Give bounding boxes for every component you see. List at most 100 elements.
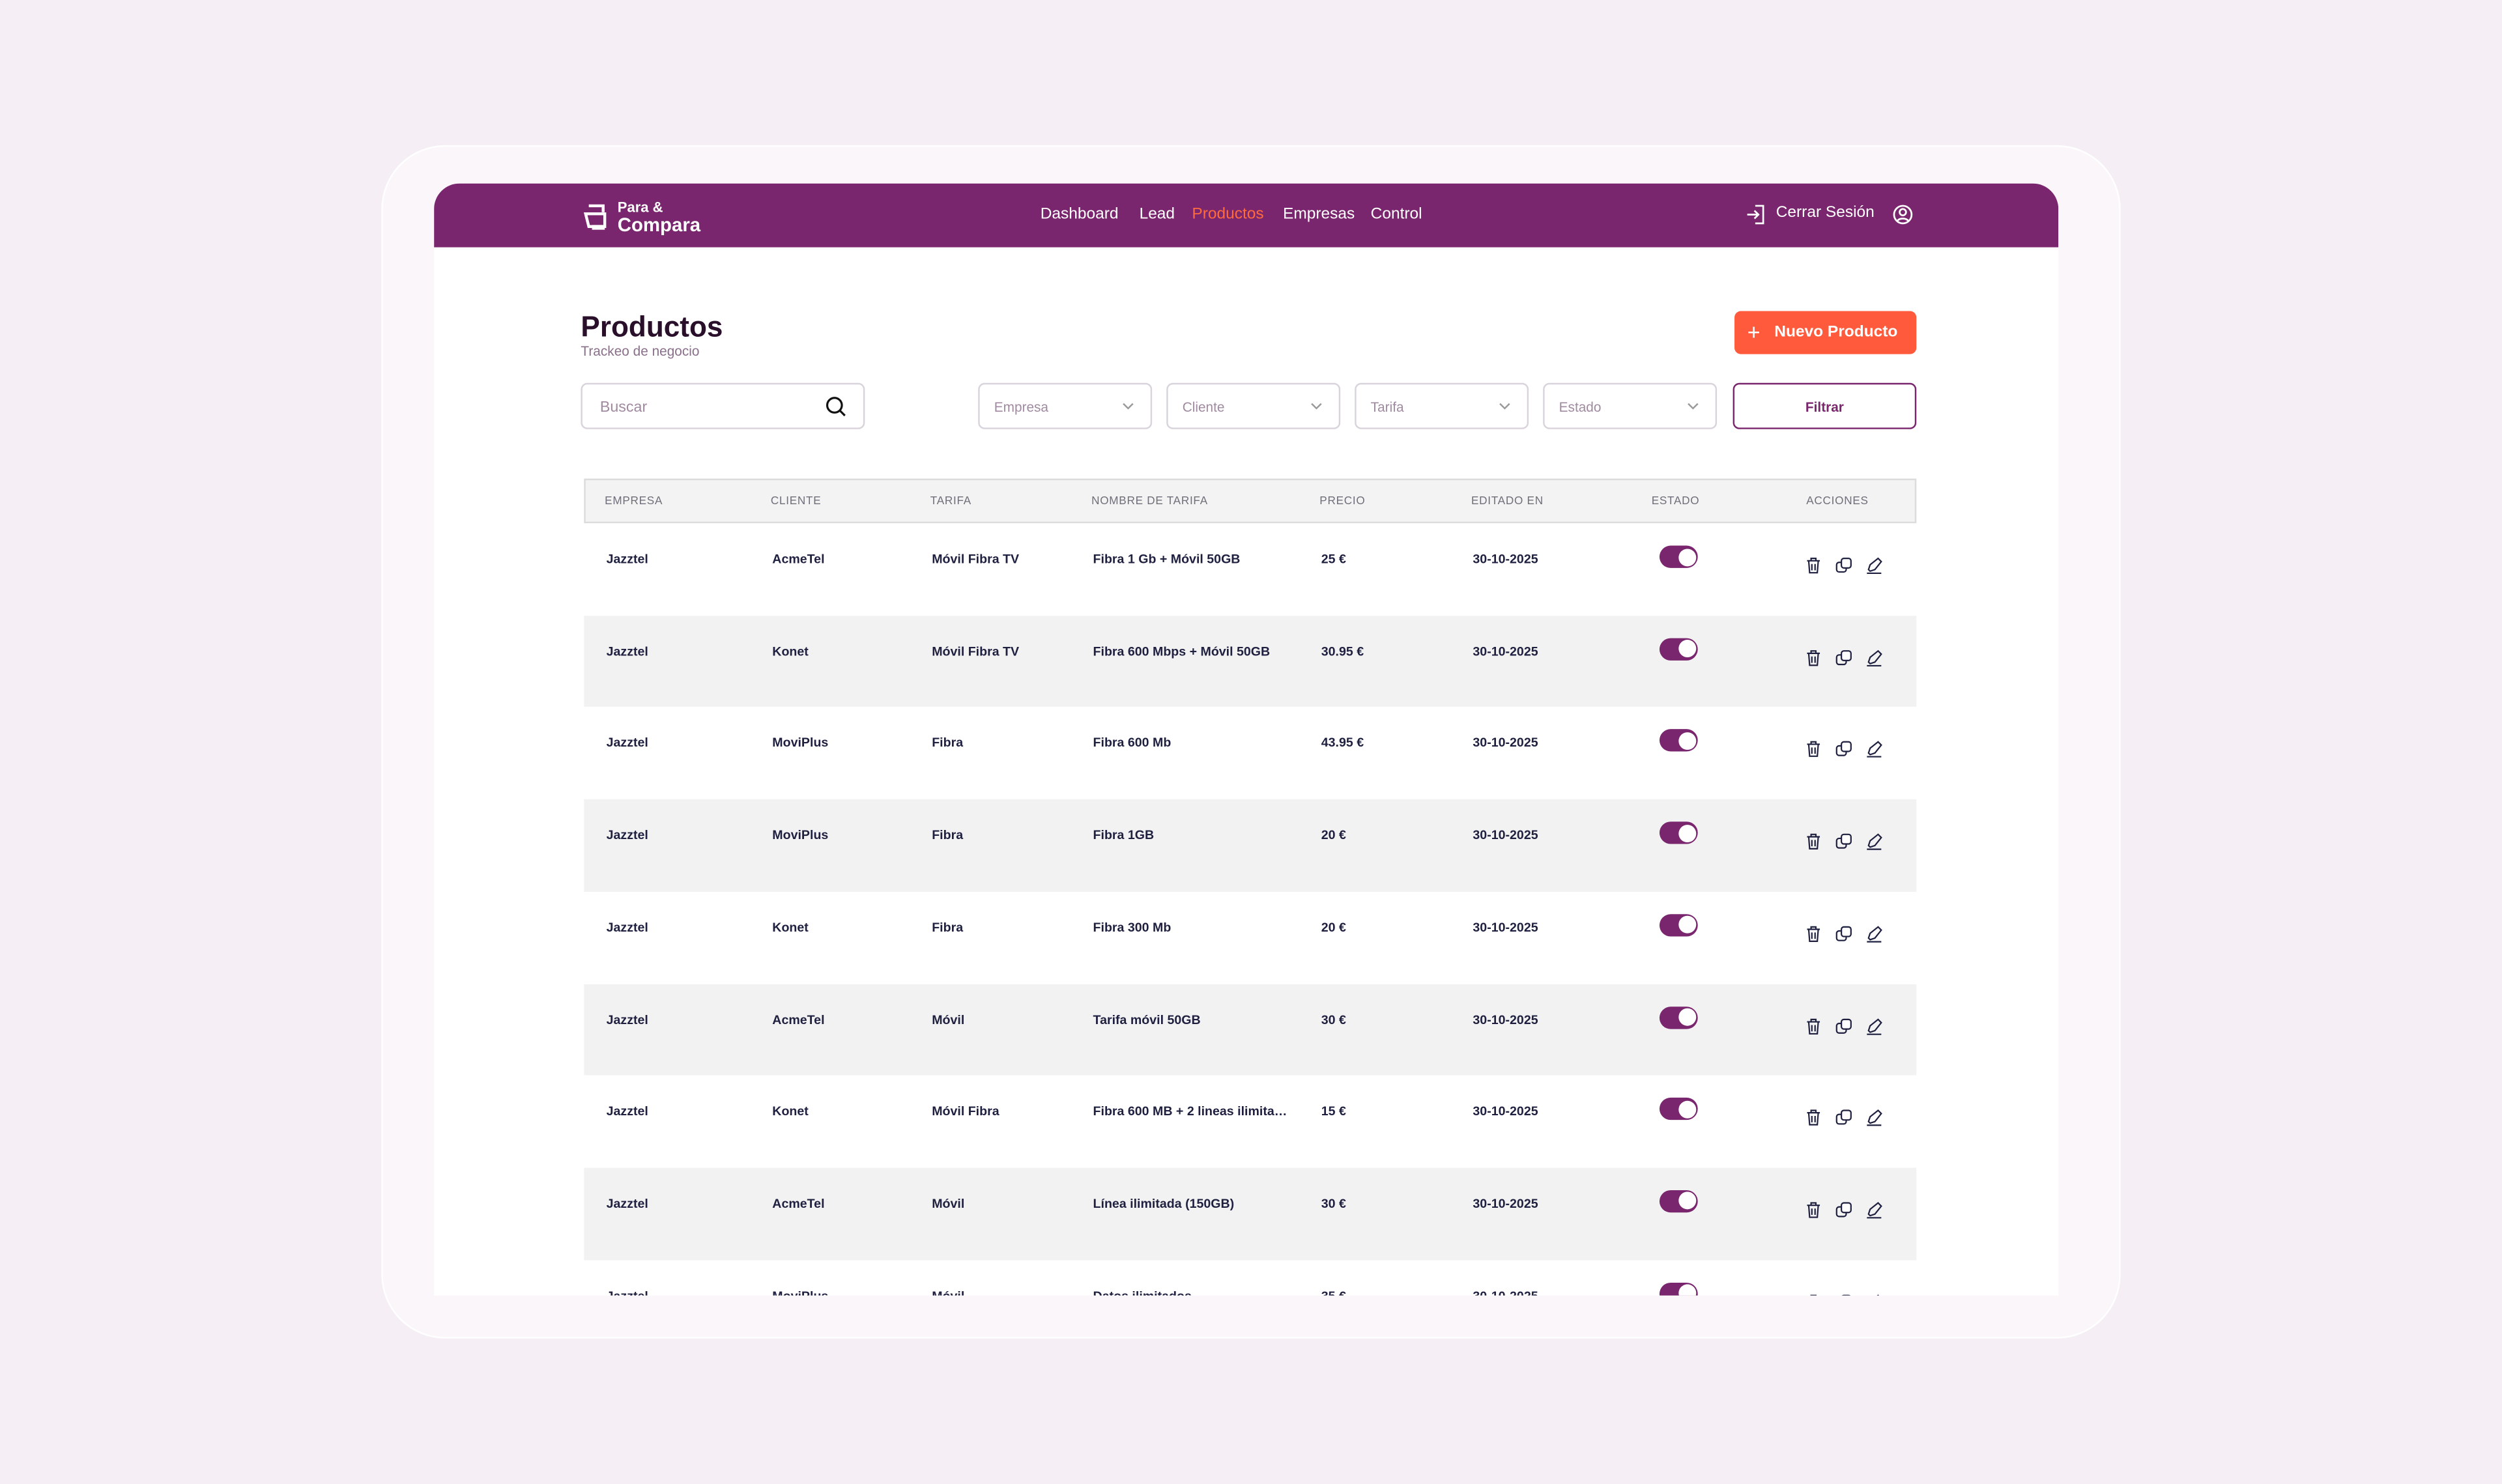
nav-link[interactable]: Lead xyxy=(1139,205,1175,223)
delete-icon[interactable] xyxy=(1805,1109,1822,1127)
table-row: Jazztel Konet Móvil Fibra TV Fibra 600 Mbps… xyxy=(584,615,1917,707)
search-box[interactable]: Buscar xyxy=(581,382,865,429)
cell: Jazztel xyxy=(606,735,648,750)
window: Para & Compara Cerrar Sesión Dashboard Le… xyxy=(434,183,2059,1296)
dropdown-label: Empresa xyxy=(994,399,1049,415)
delete-icon[interactable] xyxy=(1805,1293,1822,1296)
table-row: Jazztel MoviPlus Fibra Fibra 600 Mb 43.95 € 3… xyxy=(584,707,1917,800)
chevron xyxy=(1123,403,1134,410)
toggle[interactable] xyxy=(1659,1098,1698,1120)
delete-icon[interactable] xyxy=(1805,557,1822,575)
top-bar: Para & Compara Cerrar Sesión Dashboard Le… xyxy=(434,183,2059,248)
cell: 30-10-2025 xyxy=(1473,920,1538,935)
cell: 20 € xyxy=(1321,920,1346,935)
edit-icon[interactable] xyxy=(1865,833,1883,851)
logo-text: Compara xyxy=(617,214,701,236)
nav-link[interactable]: Empresas xyxy=(1282,205,1355,223)
duplicate-icon[interactable] xyxy=(1835,1293,1852,1296)
table-row: Jazztel MoviPlus Fibra Fibra 1GB 20 € 30-10-2… xyxy=(584,799,1917,892)
edit-icon[interactable] xyxy=(1865,1201,1883,1219)
filter-button[interactable]: Filtrar xyxy=(1733,382,1917,429)
edit-icon[interactable] xyxy=(1865,741,1883,758)
edit-icon[interactable] xyxy=(1865,925,1883,943)
duplicate-icon[interactable] xyxy=(1835,741,1852,758)
nav-link[interactable]: Productos xyxy=(1192,205,1264,223)
toggle[interactable] xyxy=(1659,545,1698,568)
cell: Konet xyxy=(772,1104,809,1119)
delete-icon[interactable] xyxy=(1805,649,1822,666)
column-header: PRECIO xyxy=(1319,496,1366,507)
button-label: Filtrar xyxy=(1805,399,1844,415)
toggle[interactable] xyxy=(1659,821,1698,844)
chevron xyxy=(1688,403,1699,410)
delete-icon[interactable] xyxy=(1805,1201,1822,1219)
dropdown-label: Cliente xyxy=(1182,399,1225,415)
cell: Línea ilimitada (150GB) xyxy=(1093,1196,1235,1211)
cell: 43.95 € xyxy=(1321,735,1364,750)
edit-icon[interactable] xyxy=(1865,1293,1883,1296)
cell: Datos ilimitados xyxy=(1093,1289,1192,1296)
logout[interactable]: Cerrar Sesión xyxy=(1776,204,1875,222)
dropdown-label: Estado xyxy=(1559,399,1602,415)
duplicate-icon[interactable] xyxy=(1835,1017,1852,1035)
cell: Tarifa móvil 50GB xyxy=(1093,1012,1201,1027)
duplicate-icon[interactable] xyxy=(1835,833,1852,851)
logout-icon[interactable] xyxy=(1746,204,1766,225)
dropdown[interactable]: Estado xyxy=(1543,382,1718,429)
page-title: Productos xyxy=(581,311,723,343)
edit-icon[interactable] xyxy=(1865,1109,1883,1127)
cell: Móvil xyxy=(932,1012,965,1027)
duplicate-icon[interactable] xyxy=(1835,925,1852,943)
search-placeholder: Buscar xyxy=(599,399,648,417)
table-row: Jazztel Konet Móvil Fibra Fibra 600 MB + 2 … xyxy=(584,1076,1917,1168)
cell: 30 € xyxy=(1321,1012,1346,1027)
new-product-button[interactable]: + Nuevo Producto xyxy=(1734,311,1917,354)
edit-icon[interactable] xyxy=(1865,1017,1883,1035)
dropdown[interactable]: Empresa xyxy=(978,382,1153,429)
toggle-knob xyxy=(1678,548,1696,566)
table-row: Jazztel MoviPlus Móvil Datos ilimitados 35 €… xyxy=(584,1259,1917,1296)
dropdown[interactable]: Cliente xyxy=(1166,382,1341,429)
column-header: CLIENTE xyxy=(770,496,822,507)
nav-link[interactable]: Control xyxy=(1370,205,1422,223)
cell: Jazztel xyxy=(606,920,648,935)
duplicate-icon[interactable] xyxy=(1835,1201,1852,1219)
delete-icon[interactable] xyxy=(1805,925,1822,943)
toggle[interactable] xyxy=(1659,1281,1698,1296)
cell: Fibra 1GB xyxy=(1093,828,1155,843)
cell: AcmeTel xyxy=(772,552,825,567)
duplicate-icon[interactable] xyxy=(1835,649,1852,666)
cell: Móvil xyxy=(932,1289,964,1296)
edit-icon[interactable] xyxy=(1865,557,1883,575)
delete-icon[interactable] xyxy=(1805,741,1822,758)
duplicate-icon[interactable] xyxy=(1835,557,1852,575)
nav-link[interactable]: Dashboard xyxy=(1040,205,1119,223)
user-icon[interactable] xyxy=(1892,204,1913,225)
toggle[interactable] xyxy=(1659,730,1698,752)
toggle[interactable] xyxy=(1659,1006,1698,1029)
cell: Konet xyxy=(772,644,809,659)
toggle-knob xyxy=(1678,916,1696,934)
cell: Fibra 600 Mb xyxy=(1093,735,1172,750)
cell: 30-10-2025 xyxy=(1473,1012,1538,1027)
toggle[interactable] xyxy=(1659,1190,1698,1212)
cell: Móvil xyxy=(932,1196,965,1211)
dropdown-label: Tarifa xyxy=(1370,399,1404,415)
toggle[interactable] xyxy=(1659,913,1698,937)
cell: Fibra 600 MB + 2 lineas ilimita… xyxy=(1093,1104,1287,1119)
table-row: Jazztel AcmeTel Móvil Línea ilimitada (150G… xyxy=(584,1167,1917,1260)
edit-icon[interactable] xyxy=(1865,649,1883,666)
cell: Jazztel xyxy=(607,1289,648,1296)
logo-icon xyxy=(583,204,607,230)
cell: Jazztel xyxy=(606,644,648,659)
toggle-knob xyxy=(1678,732,1696,750)
plus-icon: + xyxy=(1747,319,1761,345)
toggle[interactable] xyxy=(1659,637,1698,661)
delete-icon[interactable] xyxy=(1805,1017,1822,1035)
cell: 30-10-2025 xyxy=(1473,644,1538,659)
dropdown[interactable]: Tarifa xyxy=(1355,382,1529,429)
delete-icon[interactable] xyxy=(1805,833,1822,851)
duplicate-icon[interactable] xyxy=(1835,1109,1852,1127)
